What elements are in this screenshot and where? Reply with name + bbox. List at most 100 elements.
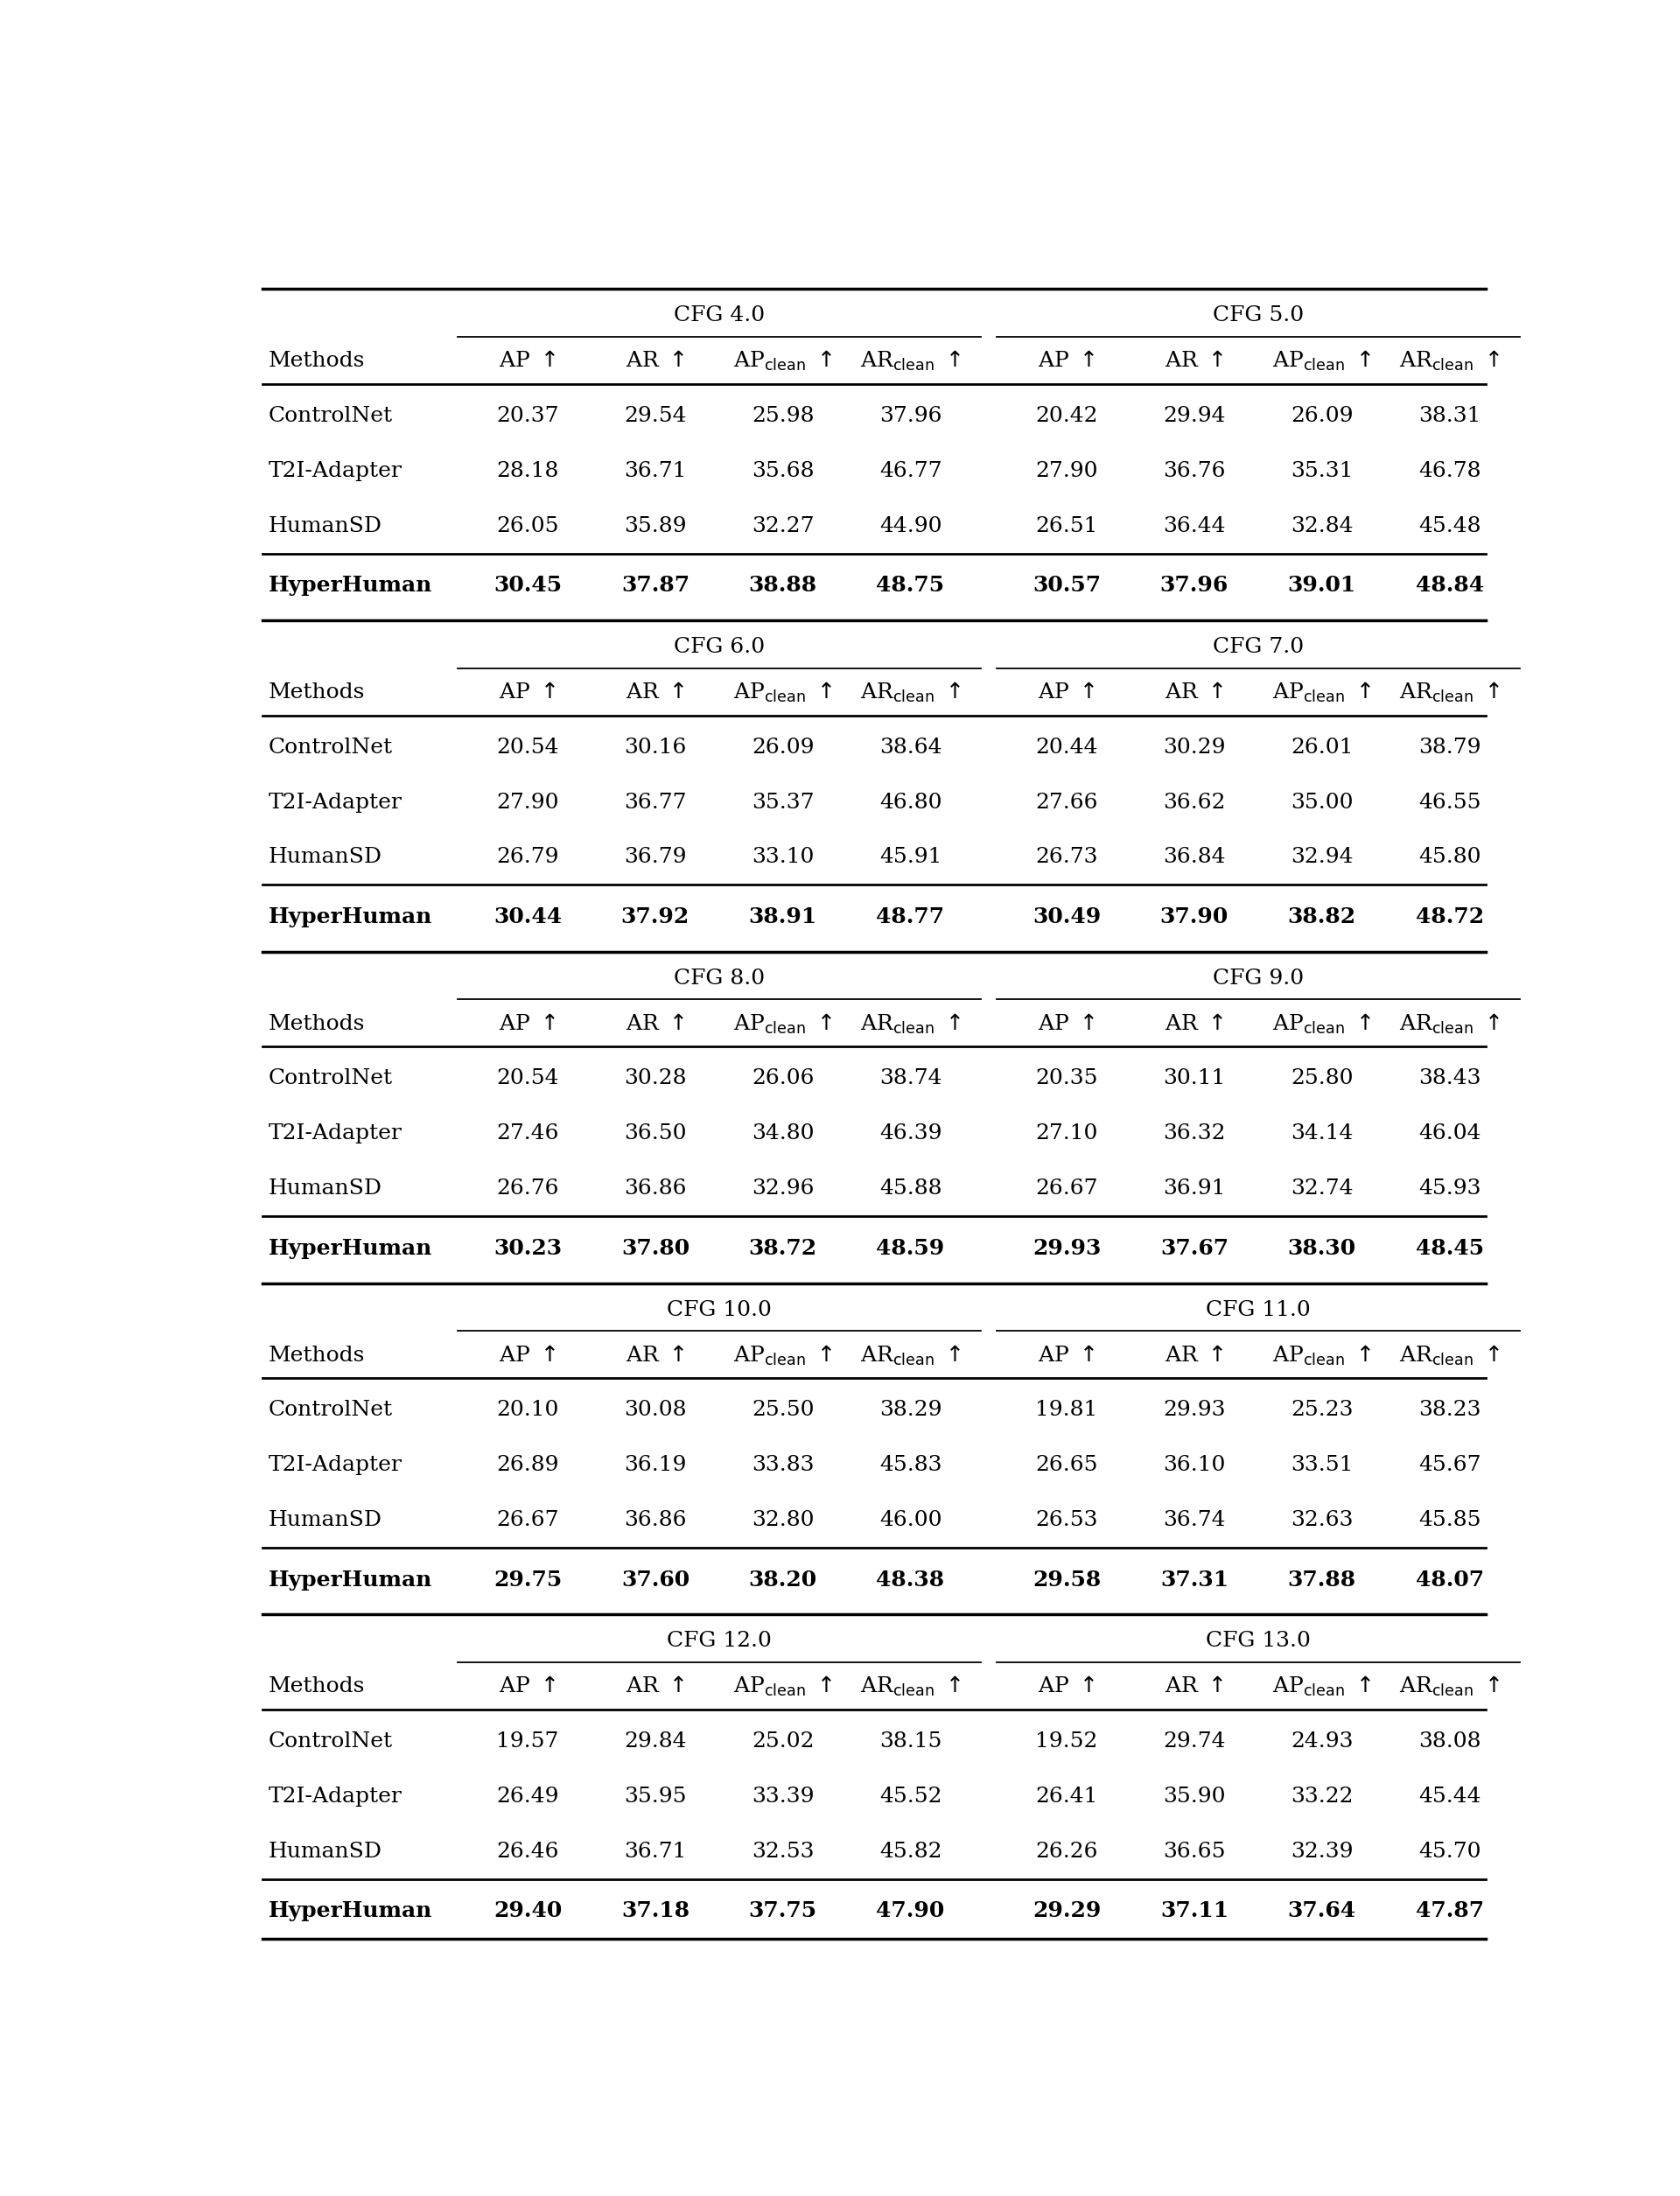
Text: ControlNet: ControlNet (269, 738, 393, 758)
Text: 27.46: 27.46 (496, 1124, 559, 1144)
Text: 33.39: 33.39 (751, 1788, 815, 1807)
Text: 39.01: 39.01 (1287, 575, 1356, 595)
Text: AP $\uparrow$: AP $\uparrow$ (499, 351, 556, 371)
Text: 20.42: 20.42 (1035, 406, 1099, 426)
Text: AP $\uparrow$: AP $\uparrow$ (1038, 351, 1095, 371)
Text: 37.75: 37.75 (749, 1900, 816, 1922)
Text: 48.75: 48.75 (877, 575, 944, 595)
Text: 26.67: 26.67 (1035, 1179, 1099, 1199)
Text: 48.72: 48.72 (1415, 907, 1483, 927)
Text: 26.41: 26.41 (1035, 1788, 1099, 1807)
Text: 38.15: 38.15 (879, 1730, 942, 1752)
Text: 36.10: 36.10 (1163, 1456, 1225, 1476)
Text: 29.58: 29.58 (1033, 1570, 1100, 1590)
Text: 32.84: 32.84 (1290, 516, 1352, 536)
Text: AR $\uparrow$: AR $\uparrow$ (1164, 683, 1225, 703)
Text: AP$_{\mathrm{clean}}$ $\uparrow$: AP$_{\mathrm{clean}}$ $\uparrow$ (1272, 1676, 1371, 1698)
Text: 30.44: 30.44 (494, 907, 561, 927)
Text: 30.16: 30.16 (623, 738, 687, 758)
Text: ControlNet: ControlNet (269, 1069, 393, 1089)
Text: CFG 5.0: CFG 5.0 (1213, 305, 1304, 325)
Text: 35.31: 35.31 (1290, 461, 1352, 481)
Text: 26.65: 26.65 (1035, 1456, 1099, 1476)
Text: AR$_{\mathrm{clean}}$ $\uparrow$: AR$_{\mathrm{clean}}$ $\uparrow$ (860, 1344, 961, 1368)
Text: AR$_{\mathrm{clean}}$ $\uparrow$: AR$_{\mathrm{clean}}$ $\uparrow$ (860, 1676, 961, 1698)
Text: AP $\uparrow$: AP $\uparrow$ (499, 1676, 556, 1698)
Text: AP $\uparrow$: AP $\uparrow$ (1038, 1346, 1095, 1366)
Text: T2I-Adapter: T2I-Adapter (269, 1788, 402, 1807)
Text: AP$_{\mathrm{clean}}$ $\uparrow$: AP$_{\mathrm{clean}}$ $\uparrow$ (1272, 1012, 1371, 1037)
Text: 33.83: 33.83 (751, 1456, 815, 1476)
Text: 45.44: 45.44 (1418, 1788, 1480, 1807)
Text: 38.88: 38.88 (749, 575, 816, 595)
Text: 36.91: 36.91 (1163, 1179, 1225, 1199)
Text: 38.31: 38.31 (1418, 406, 1480, 426)
Text: T2I-Adapter: T2I-Adapter (269, 1124, 402, 1144)
Text: 20.44: 20.44 (1035, 738, 1099, 758)
Text: 26.76: 26.76 (496, 1179, 559, 1199)
Text: 34.14: 34.14 (1290, 1124, 1352, 1144)
Text: 36.44: 36.44 (1163, 516, 1226, 536)
Text: AP $\uparrow$: AP $\uparrow$ (499, 683, 556, 703)
Text: 36.76: 36.76 (1163, 461, 1226, 481)
Text: AR $\uparrow$: AR $\uparrow$ (625, 1346, 685, 1366)
Text: 26.73: 26.73 (1035, 848, 1099, 867)
Text: 36.74: 36.74 (1163, 1511, 1226, 1531)
Text: 44.90: 44.90 (879, 516, 942, 536)
Text: 38.79: 38.79 (1418, 738, 1480, 758)
Text: 46.78: 46.78 (1418, 461, 1480, 481)
Text: 29.40: 29.40 (494, 1900, 561, 1922)
Text: 30.29: 30.29 (1163, 738, 1226, 758)
Text: 29.29: 29.29 (1033, 1900, 1100, 1922)
Text: 20.35: 20.35 (1035, 1069, 1099, 1089)
Text: 45.93: 45.93 (1418, 1179, 1480, 1199)
Text: 29.74: 29.74 (1163, 1730, 1226, 1752)
Text: AP $\uparrow$: AP $\uparrow$ (1038, 683, 1095, 703)
Text: 48.38: 48.38 (877, 1570, 944, 1590)
Text: 37.90: 37.90 (1161, 907, 1228, 927)
Text: 26.09: 26.09 (751, 738, 815, 758)
Text: 33.22: 33.22 (1290, 1788, 1352, 1807)
Text: AR$_{\mathrm{clean}}$ $\uparrow$: AR$_{\mathrm{clean}}$ $\uparrow$ (860, 349, 961, 373)
Text: T2I-Adapter: T2I-Adapter (269, 461, 402, 481)
Text: 32.94: 32.94 (1290, 848, 1352, 867)
Text: 27.90: 27.90 (496, 793, 559, 813)
Text: 46.39: 46.39 (879, 1124, 942, 1144)
Text: Methods: Methods (269, 351, 365, 371)
Text: 26.01: 26.01 (1290, 738, 1352, 758)
Text: 19.81: 19.81 (1035, 1401, 1099, 1421)
Text: 48.84: 48.84 (1415, 575, 1483, 595)
Text: Methods: Methods (269, 1676, 365, 1698)
Text: 45.70: 45.70 (1418, 1842, 1480, 1862)
Text: 36.71: 36.71 (623, 1842, 687, 1862)
Text: AR $\uparrow$: AR $\uparrow$ (1164, 1676, 1225, 1698)
Text: HumanSD: HumanSD (269, 1511, 383, 1531)
Text: 36.77: 36.77 (623, 793, 687, 813)
Text: AR$_{\mathrm{clean}}$ $\uparrow$: AR$_{\mathrm{clean}}$ $\uparrow$ (1399, 349, 1500, 373)
Text: CFG 13.0: CFG 13.0 (1206, 1632, 1310, 1651)
Text: 47.87: 47.87 (1415, 1900, 1483, 1922)
Text: AR $\uparrow$: AR $\uparrow$ (625, 1015, 685, 1034)
Text: 37.80: 37.80 (622, 1239, 689, 1258)
Text: 33.10: 33.10 (751, 848, 815, 867)
Text: 35.89: 35.89 (623, 516, 687, 536)
Text: 20.54: 20.54 (496, 738, 559, 758)
Text: 32.96: 32.96 (751, 1179, 815, 1199)
Text: 24.93: 24.93 (1290, 1730, 1352, 1752)
Text: 29.54: 29.54 (623, 406, 687, 426)
Text: 25.02: 25.02 (751, 1730, 815, 1752)
Text: AP$_{\mathrm{clean}}$ $\uparrow$: AP$_{\mathrm{clean}}$ $\uparrow$ (732, 1344, 833, 1368)
Text: 20.10: 20.10 (497, 1401, 559, 1421)
Text: 27.10: 27.10 (1035, 1124, 1099, 1144)
Text: AR$_{\mathrm{clean}}$ $\uparrow$: AR$_{\mathrm{clean}}$ $\uparrow$ (1399, 1012, 1500, 1037)
Text: AR$_{\mathrm{clean}}$ $\uparrow$: AR$_{\mathrm{clean}}$ $\uparrow$ (860, 681, 961, 705)
Text: 30.57: 30.57 (1033, 575, 1100, 595)
Text: ControlNet: ControlNet (269, 406, 393, 426)
Text: 33.51: 33.51 (1290, 1456, 1352, 1476)
Text: 37.87: 37.87 (622, 575, 689, 595)
Text: 26.89: 26.89 (496, 1456, 559, 1476)
Text: 37.96: 37.96 (1161, 575, 1228, 595)
Text: 38.91: 38.91 (749, 907, 816, 927)
Text: 26.79: 26.79 (496, 848, 559, 867)
Text: 30.11: 30.11 (1163, 1069, 1225, 1089)
